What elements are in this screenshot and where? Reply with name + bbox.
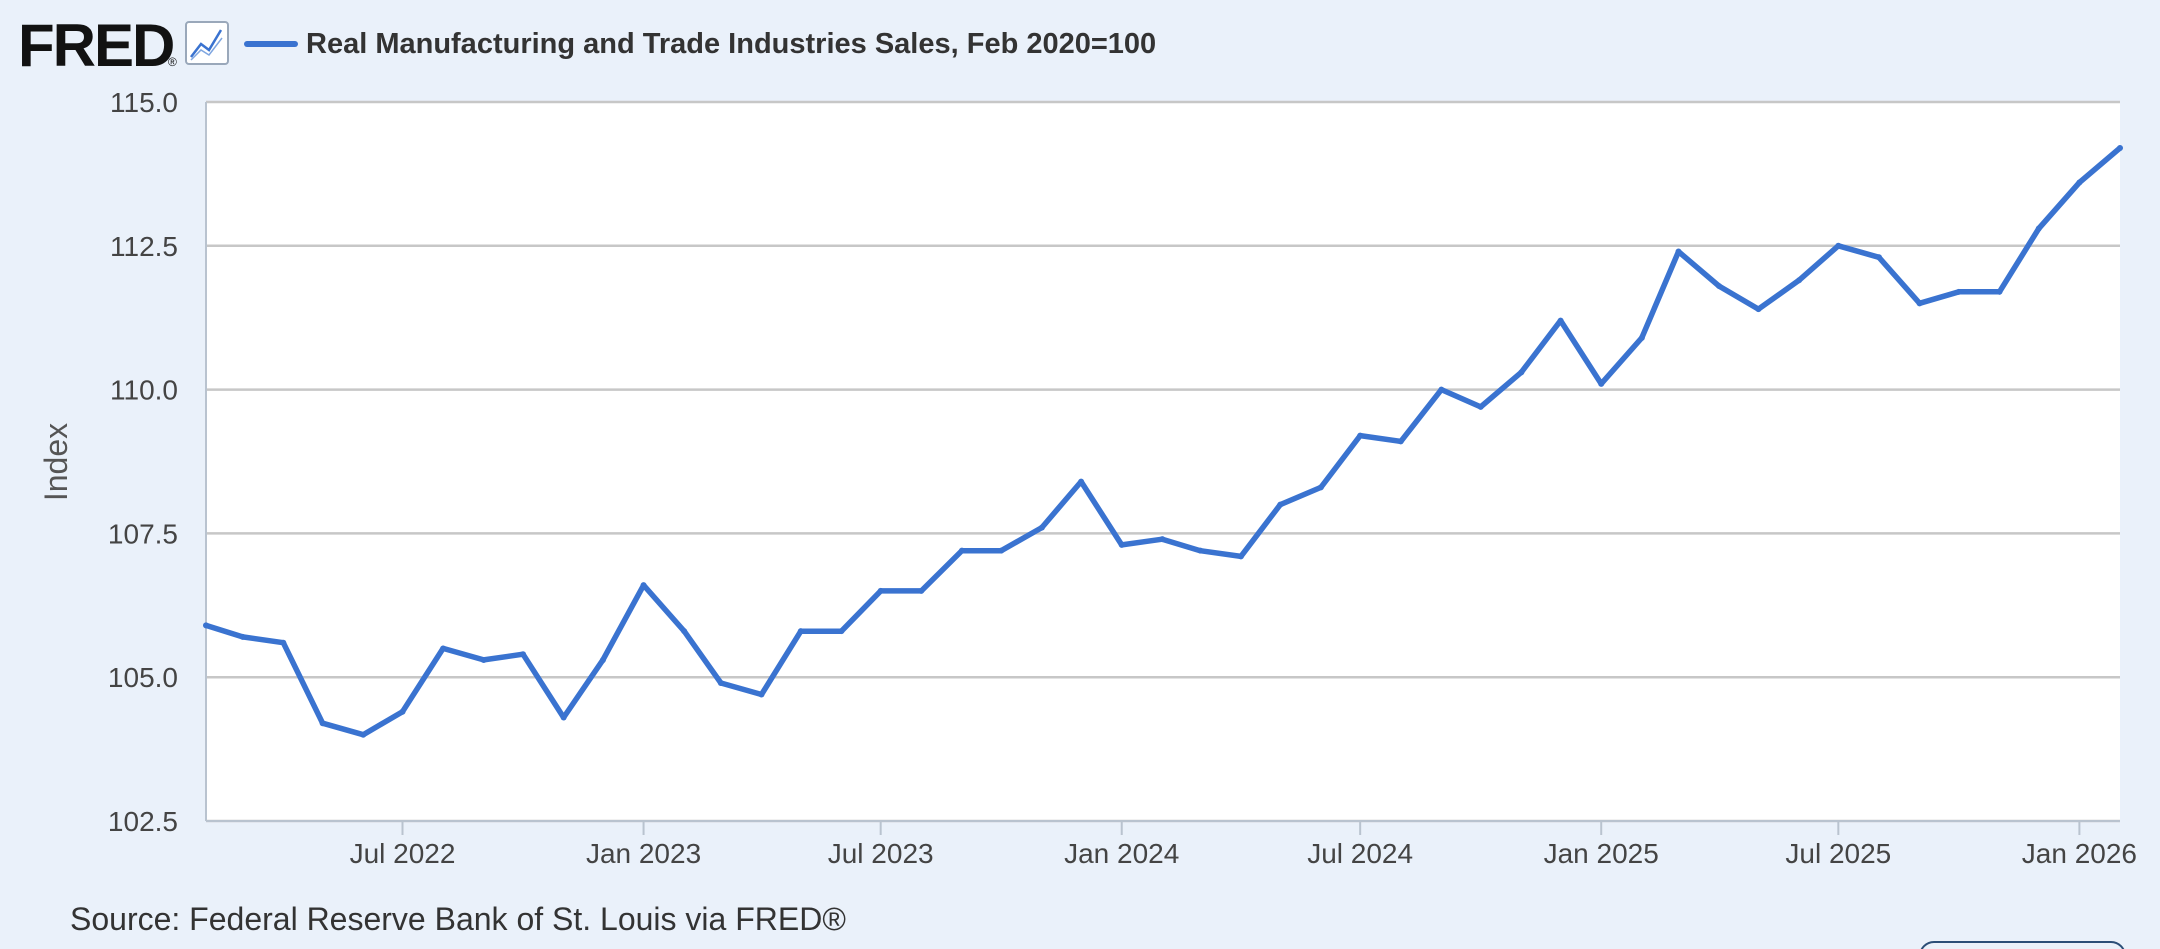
data-point[interactable] — [1277, 501, 1284, 508]
x-tick-label: Jan 2025 — [1544, 838, 1659, 869]
data-point[interactable] — [560, 714, 567, 721]
data-point[interactable] — [1317, 484, 1324, 491]
x-axis-ticks: Jul 2022 Jan 2023 Jul 2023 Jan 2024 Jul 2024… — [350, 821, 2137, 869]
data-point[interactable] — [1875, 254, 1882, 261]
data-point[interactable] — [1477, 403, 1484, 410]
data-point[interactable] — [480, 656, 487, 663]
y-tick-label: 110.0 — [110, 375, 178, 406]
data-point[interactable] — [1835, 242, 1842, 249]
plot-area — [206, 102, 2120, 821]
data-point[interactable] — [1557, 317, 1564, 324]
data-point[interactable] — [998, 547, 1005, 554]
data-point[interactable] — [1438, 386, 1445, 393]
x-tick-label: Jan 2026 — [2022, 838, 2137, 869]
y-tick-label: 115.0 — [110, 87, 178, 118]
data-point[interactable] — [599, 656, 606, 663]
data-point[interactable] — [797, 628, 804, 635]
data-point[interactable] — [1716, 283, 1723, 290]
x-tick-label: Jul 2024 — [1307, 838, 1413, 869]
data-point[interactable] — [2076, 179, 2083, 186]
data-point[interactable] — [1916, 300, 1923, 307]
data-point[interactable] — [1078, 478, 1085, 485]
data-point[interactable] — [1038, 524, 1045, 531]
y-axis-ticks: 102.5 105.0 107.5 110.0 112.5 115.0 — [108, 87, 178, 837]
source-text: Source: Federal Reserve Bank of St. Loui… — [70, 901, 846, 937]
data-point[interactable] — [1996, 288, 2003, 295]
data-point[interactable] — [758, 691, 765, 698]
data-point[interactable] — [1357, 432, 1364, 439]
x-tick-label: Jul 2022 — [350, 838, 456, 869]
series-points — [203, 145, 2123, 738]
data-point[interactable] — [1518, 369, 1525, 376]
fred-logo-text: FRED — [18, 12, 173, 79]
data-point[interactable] — [319, 720, 326, 727]
x-tick-label: Jul 2025 — [1785, 838, 1891, 869]
x-tick-label: Jul 2023 — [828, 838, 934, 869]
fred-logo[interactable]: FRED ® — [18, 12, 177, 79]
y-axis-label: Index — [38, 423, 74, 501]
data-point[interactable] — [2117, 145, 2123, 152]
data-point[interactable] — [1237, 553, 1244, 560]
data-point[interactable] — [520, 651, 527, 658]
line-chart-icon[interactable] — [185, 21, 229, 65]
data-point[interactable] — [1197, 547, 1204, 554]
y-tick-label: 112.5 — [110, 231, 178, 262]
data-point[interactable] — [1118, 541, 1125, 548]
data-point[interactable] — [1397, 438, 1404, 445]
y-tick-label: 105.0 — [108, 662, 178, 693]
registered-mark: ® — [168, 55, 177, 69]
data-point[interactable] — [640, 582, 647, 589]
data-point[interactable] — [1796, 277, 1803, 284]
data-point[interactable] — [1159, 536, 1166, 543]
data-point[interactable] — [399, 708, 406, 715]
x-tick-label: Jan 2024 — [1064, 838, 1179, 869]
data-point[interactable] — [877, 587, 884, 594]
data-point[interactable] — [1675, 248, 1682, 255]
x-tick-label: Jan 2023 — [586, 838, 701, 869]
legend: Real Manufacturing and Trade Industries … — [244, 28, 1156, 60]
data-point[interactable] — [918, 587, 925, 594]
data-point[interactable] — [1955, 288, 1962, 295]
data-point[interactable] — [838, 628, 845, 635]
data-point[interactable] — [203, 622, 209, 629]
y-tick-label: 107.5 — [108, 518, 178, 549]
data-point[interactable] — [717, 679, 724, 686]
data-point[interactable] — [1598, 380, 1605, 387]
data-point[interactable] — [2035, 225, 2042, 232]
data-point[interactable] — [1755, 306, 1762, 313]
zoom-handle[interactable] — [1920, 941, 2125, 949]
data-point[interactable] — [958, 547, 965, 554]
y-tick-label: 102.5 — [108, 806, 178, 837]
data-point[interactable] — [280, 639, 287, 646]
legend-label: Real Manufacturing and Trade Industries … — [306, 28, 1156, 60]
data-point[interactable] — [681, 628, 688, 635]
data-point[interactable] — [440, 645, 447, 652]
data-point[interactable] — [360, 731, 367, 738]
data-point[interactable] — [239, 633, 246, 640]
data-point[interactable] — [1638, 334, 1645, 341]
